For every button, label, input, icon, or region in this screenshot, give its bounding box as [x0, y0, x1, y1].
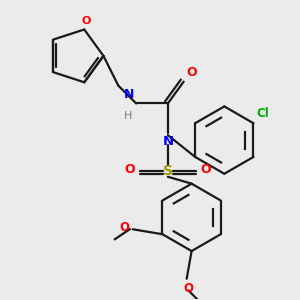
- Text: Cl: Cl: [256, 107, 269, 120]
- Text: S: S: [163, 164, 173, 178]
- Text: H: H: [124, 111, 132, 122]
- Text: N: N: [124, 88, 134, 101]
- Text: O: O: [120, 221, 130, 234]
- Text: O: O: [124, 163, 135, 176]
- Text: O: O: [200, 163, 211, 176]
- Text: O: O: [184, 282, 194, 295]
- Text: N: N: [162, 135, 173, 148]
- Text: O: O: [187, 66, 197, 79]
- Text: O: O: [82, 16, 91, 26]
